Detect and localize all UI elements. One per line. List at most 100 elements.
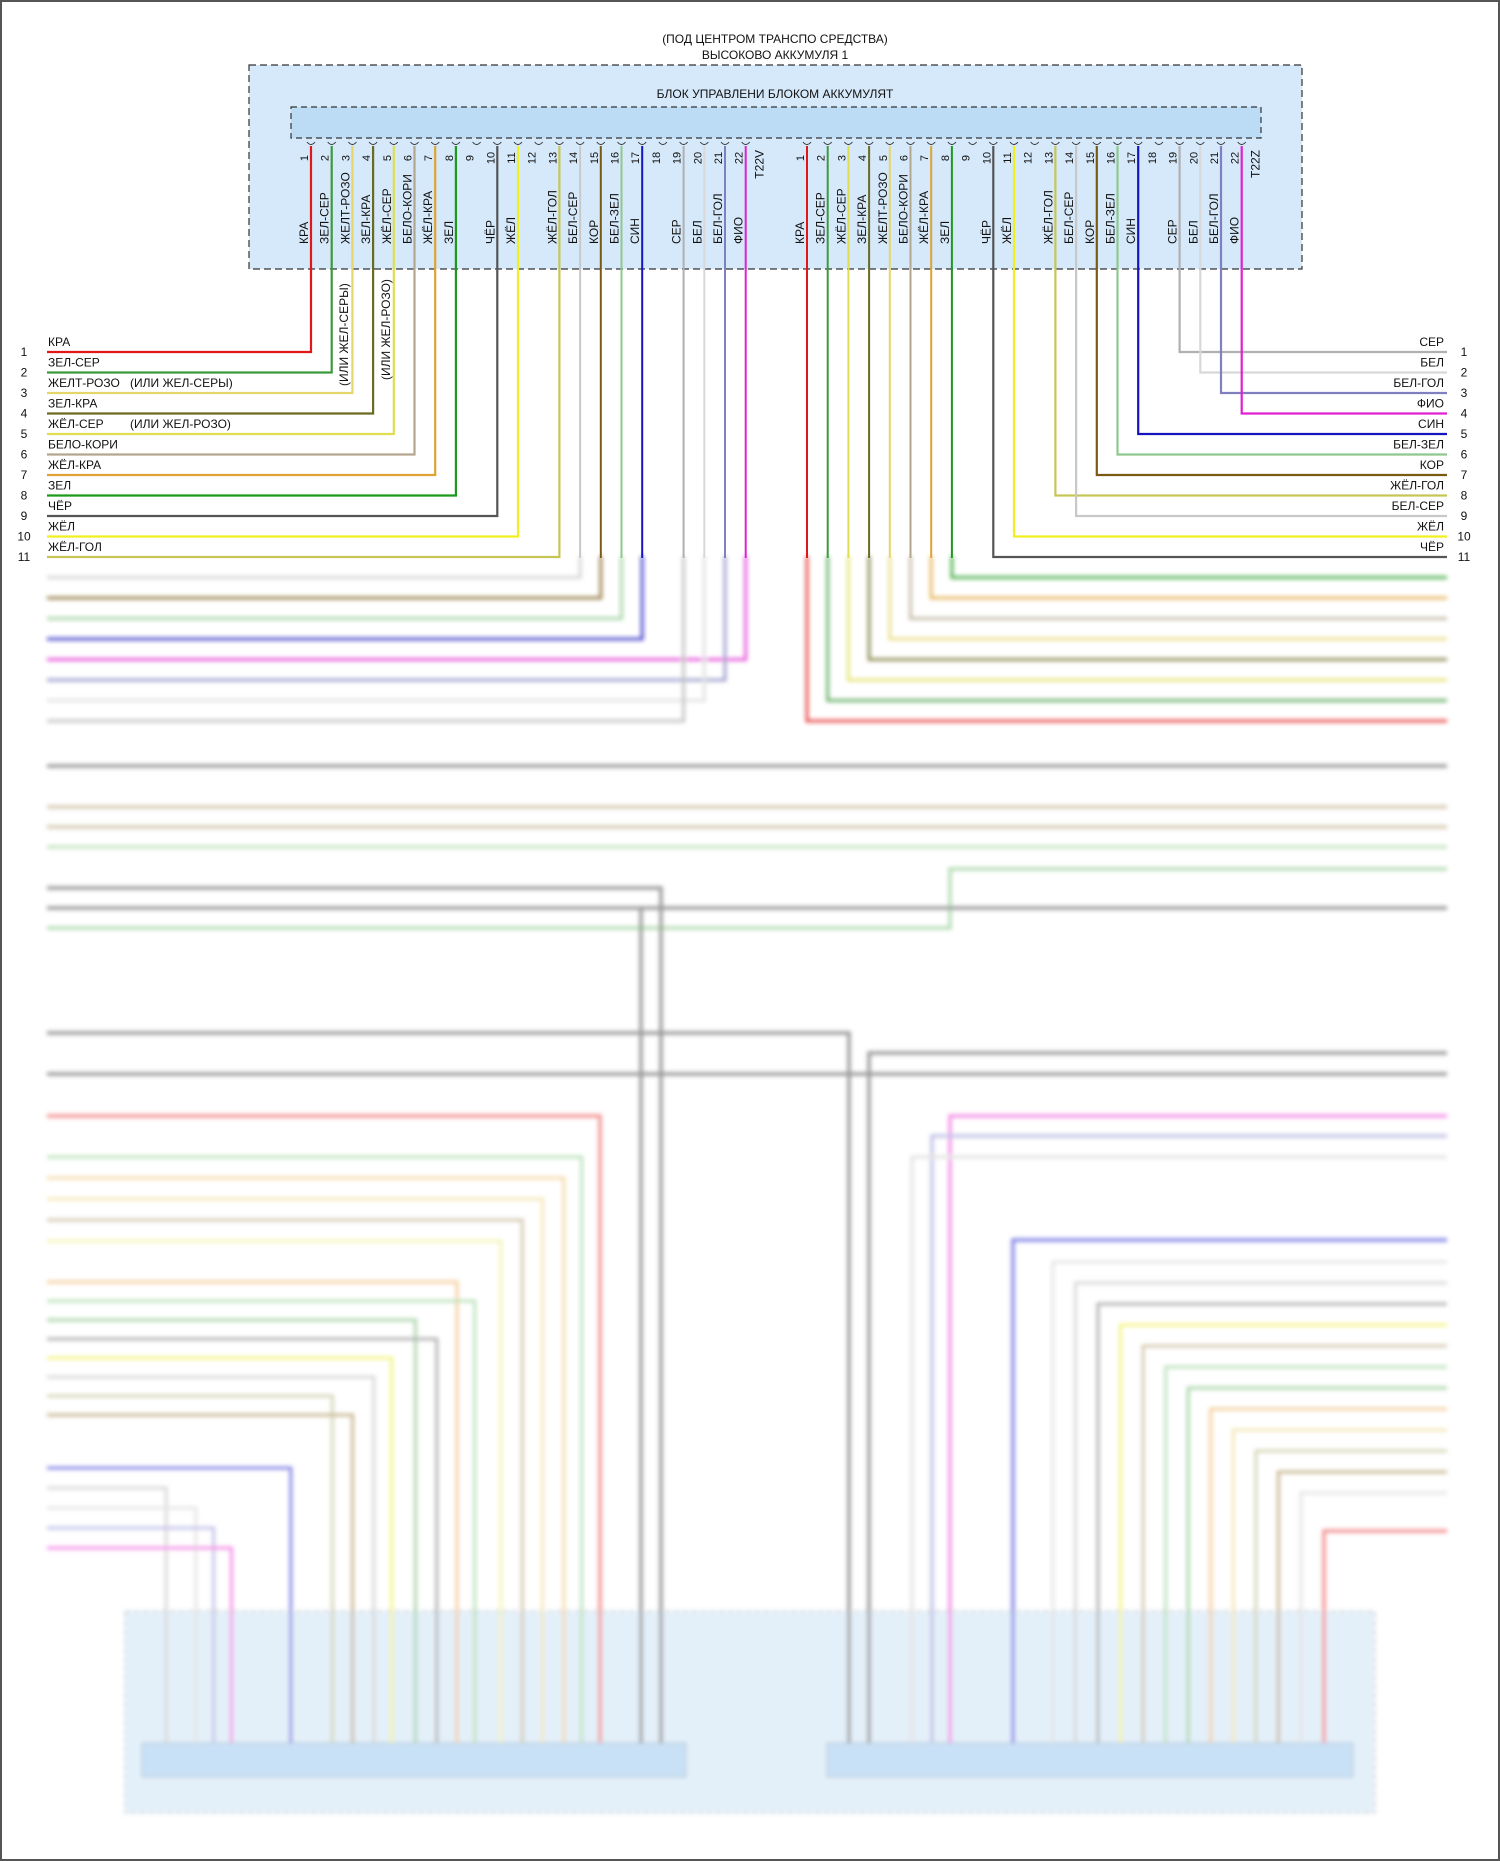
pin-wire-color-label: ЧЁР xyxy=(483,220,497,244)
pin-number: 19 xyxy=(672,152,684,164)
pin-wire-color-label: СИН xyxy=(628,218,642,244)
terminal-number: 7 xyxy=(1461,468,1468,482)
pin-wire-color-label: СИН xyxy=(1124,218,1138,244)
pin-wire-color-label: ЗЕЛ xyxy=(442,221,456,244)
terminal-label: КРА xyxy=(48,335,70,349)
pin-number: 2 xyxy=(816,155,828,161)
alternate-color-note: (ИЛИ ЖЕЛ-РОЗО) xyxy=(130,417,231,431)
pin-socket-icon xyxy=(430,141,440,145)
blurred-wire xyxy=(47,556,582,579)
pin-wire-color-label: ЖЁЛ xyxy=(1000,217,1014,244)
terminal-number: 11 xyxy=(18,550,31,564)
alternate-color-note: (ИЛИ ЖЕЛ-СЕРЫ) xyxy=(130,376,233,390)
blurred-wire xyxy=(1011,1238,1447,1743)
blurred-wire xyxy=(47,556,603,600)
blurred-wire xyxy=(47,1176,566,1743)
wire-right-11 xyxy=(992,146,1447,559)
pin-wire-color-label: ЗЕЛ-КРА xyxy=(359,195,373,244)
pin-wire-color-label: БЕЛ-ЗЕЛ xyxy=(608,193,622,244)
pin-wire-color-label: ЧЁР xyxy=(979,220,993,244)
terminal-label: ЗЕЛ-КРА xyxy=(48,397,97,411)
pin-socket-icon xyxy=(410,141,419,145)
blurred-wire xyxy=(47,556,686,723)
pin-number: 6 xyxy=(403,155,415,161)
blurred-wire xyxy=(910,1155,1447,1743)
pin-number: 3 xyxy=(340,155,352,161)
pin-number: 8 xyxy=(444,155,456,161)
blurred-wire xyxy=(47,1031,851,1743)
pin-socket-icon xyxy=(513,141,523,145)
pin-number: 7 xyxy=(423,155,435,161)
pin-socket-icon xyxy=(1133,141,1143,145)
blurred-wire xyxy=(47,1197,544,1743)
blurred-wire xyxy=(47,1337,439,1743)
blurred-wire xyxy=(1051,1260,1447,1743)
pin-wire-color-label: ЖЁЛ-ГОЛ xyxy=(545,190,559,244)
pin-socket-icon xyxy=(596,141,606,145)
terminal-label: ЧЁР xyxy=(1420,540,1444,554)
wire-left-1 xyxy=(47,146,313,354)
terminal-labels: 1 КРА 2 ЗЕЛ-СЕР 3 ЖЕЛТ-РОЗО (ИЛИ ЖЕЛ-СЕРЫ) 4 ЗЕЛ… xyxy=(17,279,1471,564)
blurred-wire xyxy=(47,1506,198,1743)
pin-wire-color-label: ЖЁЛ-КРА xyxy=(917,191,931,244)
pin-socket-icon xyxy=(658,141,668,145)
pin-socket-icon xyxy=(472,141,481,145)
blurred-wire xyxy=(47,1318,417,1743)
terminal-number: 8 xyxy=(21,489,28,503)
pin-socket-icon xyxy=(1009,141,1019,145)
pin-number: 17 xyxy=(630,152,642,164)
pin-wire-color-label: БЕЛ-ЗЕЛ xyxy=(1104,193,1118,244)
pin-wire-color-label: БЕЛ-СЕР xyxy=(566,192,580,244)
terminal-label: БЕЛ-СЕР xyxy=(1392,499,1444,513)
component-title: ВЫСОКОВО АККУМУЛЯ 1 xyxy=(702,48,849,62)
terminal-label: ЖЁЛ xyxy=(1417,520,1444,534)
wire-right-8 xyxy=(1054,146,1447,497)
connector-name: T22V xyxy=(752,150,766,179)
blurred-wire xyxy=(1254,1449,1447,1743)
terminal-label: КОР xyxy=(1420,458,1444,472)
wire-right-7 xyxy=(1095,146,1447,477)
pin-number: 12 xyxy=(1023,152,1035,164)
pin-number: 6 xyxy=(899,155,911,161)
pin-socket-icon xyxy=(679,141,688,145)
pin-socket-icon xyxy=(947,141,957,145)
pin-number: 8 xyxy=(940,155,952,161)
pin-wire-color-label: БЕЛ xyxy=(1186,220,1200,244)
pin-socket-icon xyxy=(575,141,585,145)
blurred-wire xyxy=(47,867,1447,930)
pin-socket-icon xyxy=(1051,141,1060,145)
blurred-wire xyxy=(846,556,1447,682)
blurred-wire xyxy=(47,1356,394,1743)
blurred-wire xyxy=(47,556,644,641)
blurred-wire xyxy=(47,886,663,1743)
pin-socket-icon xyxy=(720,141,730,145)
pin-number: 14 xyxy=(568,152,580,164)
pin-number: 2 xyxy=(320,155,332,161)
blurred-wire xyxy=(1276,1470,1447,1743)
terminal-label: ЖЕЛТ-РОЗО xyxy=(48,376,120,390)
pin-wire-color-label: ЖЁЛ-КРА xyxy=(421,191,435,244)
blurred-wire xyxy=(47,556,727,682)
wire-left-3 xyxy=(47,146,354,395)
pin-socket-icon xyxy=(1175,141,1184,145)
pin-number: 1 xyxy=(299,155,311,161)
blurred-wire xyxy=(47,1114,602,1743)
blurred-wire xyxy=(1231,1428,1447,1743)
pin-wire-color-label: КОР xyxy=(587,220,601,244)
pin-socket-icon xyxy=(306,141,316,145)
wire-left-5 xyxy=(47,146,395,436)
pin-number: 12 xyxy=(527,152,539,164)
terminal-number: 2 xyxy=(1461,366,1468,380)
pin-number: 5 xyxy=(382,155,394,161)
terminal-label: ЖЁЛ-КРА xyxy=(48,458,101,472)
battery-module-box xyxy=(248,64,1303,270)
pin-wire-color-label: БЕЛО-КОРИ xyxy=(401,174,415,244)
blurred-wire xyxy=(47,1413,355,1743)
blurred-wire xyxy=(1186,1386,1447,1743)
pin-wire-color-label: БЕЛ-СЕР xyxy=(1062,192,1076,244)
terminal-number: 8 xyxy=(1461,489,1468,503)
blurred-wire xyxy=(1119,1323,1447,1743)
pin-socket-icon xyxy=(368,141,378,145)
pin-wire-color-label: КРА xyxy=(297,222,311,244)
